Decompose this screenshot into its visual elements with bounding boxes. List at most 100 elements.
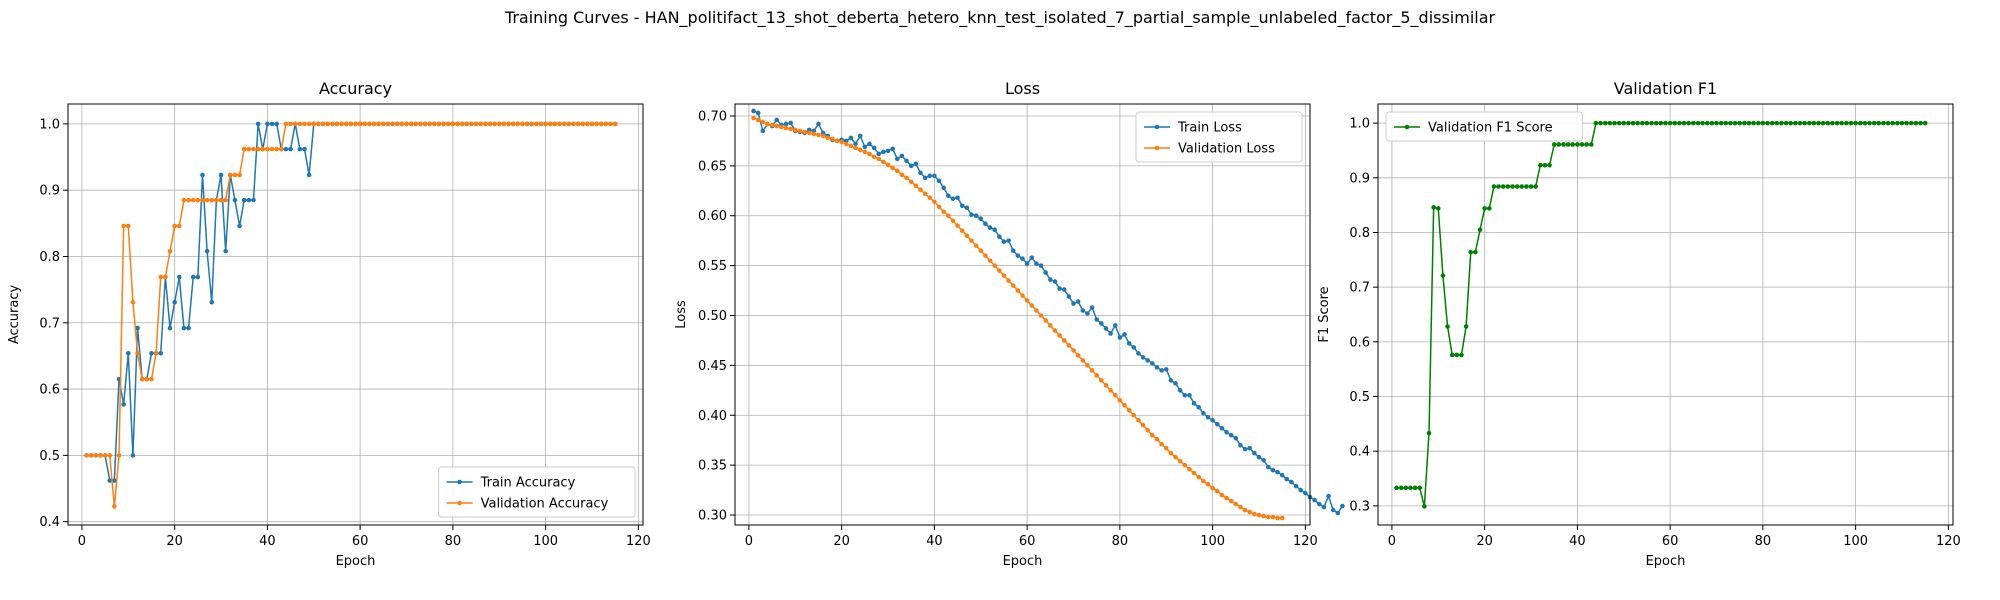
data-point — [1537, 162, 1543, 168]
data-point — [1602, 120, 1608, 126]
y-tick-label: 1.0 — [1349, 117, 1370, 132]
data-point — [1839, 120, 1845, 126]
data-point — [1732, 120, 1738, 126]
data-point — [1247, 509, 1253, 515]
data-point — [1765, 120, 1770, 126]
data-point — [1908, 120, 1914, 126]
data-point — [1922, 120, 1928, 126]
data-point — [1117, 335, 1123, 340]
x-tick-label: 60 — [352, 534, 369, 549]
data-point — [450, 121, 456, 127]
data-point — [1177, 388, 1183, 393]
data-point — [1270, 467, 1276, 473]
data-point — [1043, 318, 1048, 323]
data-point — [1048, 277, 1053, 282]
data-point — [255, 121, 261, 127]
data-point — [195, 274, 201, 280]
data-point — [116, 453, 122, 458]
y-tick-label: 0.6 — [1349, 335, 1370, 350]
data-point — [1491, 184, 1497, 189]
data-point — [93, 453, 99, 458]
data-point — [1834, 120, 1840, 126]
data-point — [603, 121, 609, 127]
data-point — [843, 141, 849, 147]
data-point — [251, 146, 256, 152]
data-point — [1261, 513, 1266, 519]
data-point — [1214, 488, 1220, 494]
data-point — [1626, 120, 1631, 126]
data-point — [1500, 184, 1506, 189]
data-point — [1514, 184, 1520, 189]
data-point — [1431, 205, 1436, 210]
data-point — [918, 170, 923, 176]
data-point — [1723, 120, 1729, 126]
data-point — [445, 121, 451, 127]
data-point — [181, 197, 187, 203]
data-point — [797, 128, 803, 134]
data-point — [1099, 378, 1104, 383]
y-tick-label: 0.7 — [1349, 281, 1370, 296]
data-point — [176, 274, 182, 280]
data-point — [339, 121, 344, 127]
data-point — [1742, 120, 1747, 126]
data-point — [172, 223, 177, 229]
data-point — [167, 248, 173, 254]
data-point — [1621, 120, 1627, 126]
data-point — [1547, 162, 1552, 168]
data-point — [1417, 485, 1423, 491]
data-point — [857, 133, 863, 139]
data-point — [1422, 504, 1427, 509]
data-point — [1528, 184, 1534, 189]
data-point — [1519, 184, 1525, 189]
data-point — [922, 191, 928, 197]
data-point — [760, 128, 766, 134]
data-point — [816, 132, 821, 138]
data-point — [983, 221, 988, 227]
data-point — [204, 197, 210, 203]
data-point — [1182, 462, 1188, 468]
data-point — [102, 453, 108, 458]
data-point — [1340, 503, 1345, 509]
data-point — [218, 197, 224, 203]
data-point — [1797, 120, 1803, 126]
data-point — [343, 121, 349, 127]
data-point — [1760, 120, 1766, 126]
data-point — [1187, 466, 1192, 472]
data-point — [1191, 400, 1197, 406]
data-point — [806, 130, 812, 136]
data-point — [265, 146, 270, 152]
data-point — [608, 121, 613, 127]
data-point — [1279, 472, 1285, 478]
data-point — [422, 121, 428, 127]
data-point — [167, 325, 173, 331]
data-point — [1895, 120, 1900, 126]
data-point — [788, 120, 793, 126]
data-point — [158, 350, 164, 356]
data-point — [1252, 511, 1257, 517]
data-point — [1473, 249, 1478, 255]
data-point — [515, 121, 521, 127]
data-point — [1584, 142, 1589, 147]
data-point — [139, 376, 145, 382]
data-point — [1247, 445, 1253, 451]
data-point — [1825, 120, 1831, 126]
data-point — [927, 173, 933, 179]
x-tick-label: 0 — [745, 534, 753, 549]
data-point — [84, 453, 89, 458]
data-point — [1265, 514, 1271, 520]
data-point — [585, 121, 590, 127]
legend-entry: Train Loss — [1177, 121, 1242, 136]
data-point — [894, 168, 900, 174]
y-tick-label: 0.4 — [39, 515, 60, 530]
y-tick-label: 0.50 — [698, 309, 727, 324]
data-point — [932, 199, 937, 205]
data-point — [367, 121, 372, 127]
data-point — [158, 274, 164, 280]
data-point — [964, 233, 970, 238]
data-point — [1663, 120, 1668, 126]
data-point — [98, 453, 103, 458]
data-point — [149, 350, 154, 356]
data-point — [1403, 485, 1409, 491]
data-point — [1890, 120, 1896, 126]
x-tick-label: 20 — [166, 534, 183, 549]
